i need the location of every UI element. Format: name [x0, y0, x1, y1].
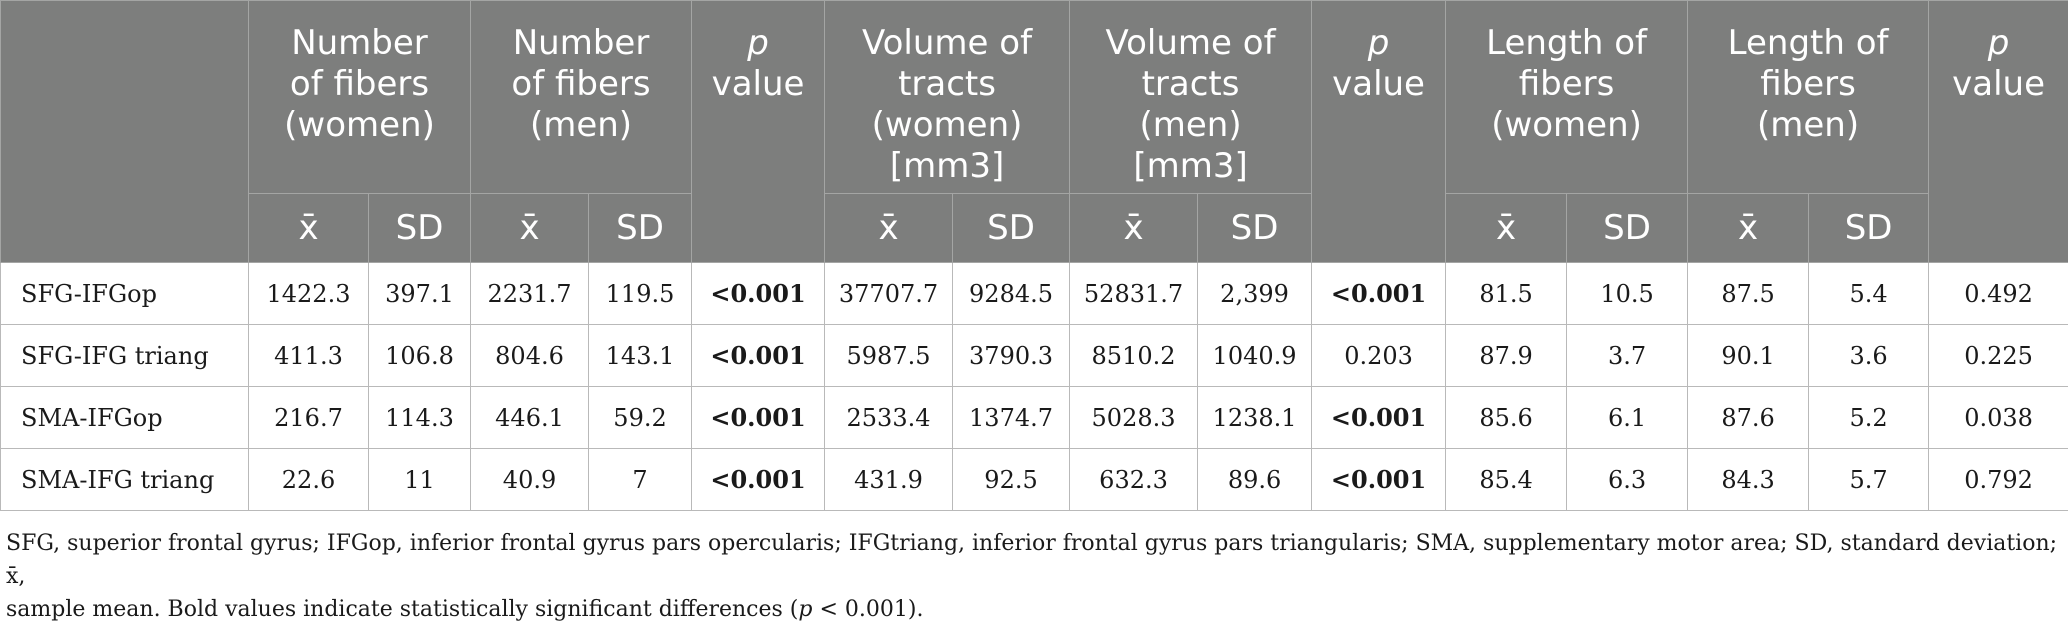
table-cell: 7	[589, 449, 692, 511]
subheader-mean: x̄	[471, 194, 589, 263]
subheader-mean: x̄	[1070, 194, 1198, 263]
table-cell: 2533.4	[825, 387, 953, 449]
table-cell: 59.2	[589, 387, 692, 449]
table-cell: 87.5	[1688, 263, 1809, 325]
table-cell: 5028.3	[1070, 387, 1198, 449]
table-cell: 5987.5	[825, 325, 953, 387]
table-cell: 81.5	[1446, 263, 1567, 325]
table-cell: 1040.9	[1198, 325, 1312, 387]
table-cell: 87.6	[1688, 387, 1809, 449]
table-cell: 397.1	[369, 263, 471, 325]
table-cell: 1238.1	[1198, 387, 1312, 449]
col-group-fibers-men: Number of fibers (men)	[471, 1, 692, 194]
table-cell: 84.3	[1688, 449, 1809, 511]
table-cell: 5.7	[1809, 449, 1929, 511]
table-cell: 2231.7	[471, 263, 589, 325]
table-cell: 1374.7	[953, 387, 1070, 449]
col-pvalue-length: p value	[1929, 1, 2068, 263]
table-cell: 87.9	[1446, 325, 1567, 387]
table-row: SFG-IFG triang 411.3 106.8 804.6 143.1 <…	[1, 325, 2068, 387]
table-row: SMA-IFG triang 22.6 11 40.9 7 <0.001 431…	[1, 449, 2068, 511]
table-header: Number of fibers (women) Number of fiber…	[1, 1, 2068, 263]
row-label: SMA-IFGop	[1, 387, 249, 449]
subheader-sd: SD	[369, 194, 471, 263]
subheader-sd: SD	[1567, 194, 1688, 263]
table-cell: 106.8	[369, 325, 471, 387]
table-cell: 119.5	[589, 263, 692, 325]
col-pvalue-fibers: p value	[692, 1, 825, 263]
table-cell: 5.4	[1809, 263, 1929, 325]
subheader-mean: x̄	[1688, 194, 1809, 263]
table-cell: 1422.3	[249, 263, 369, 325]
pvalue-cell: 0.492	[1929, 263, 2068, 325]
col-group-length-women: Length of fibers (women)	[1446, 1, 1688, 194]
table-cell: 431.9	[825, 449, 953, 511]
table-cell: 114.3	[369, 387, 471, 449]
pvalue-cell: 0.203	[1312, 325, 1446, 387]
table-cell: 11	[369, 449, 471, 511]
table-cell: 804.6	[471, 325, 589, 387]
table-cell: 52831.7	[1070, 263, 1198, 325]
pvalue-cell: <0.001	[692, 387, 825, 449]
row-label: SFG-IFG triang	[1, 325, 249, 387]
table-cell: 37707.7	[825, 263, 953, 325]
table-cell: 3.7	[1567, 325, 1688, 387]
col-group-volume-men: Volume of tracts (men) [mm3]	[1070, 1, 1312, 194]
table-row: SMA-IFGop 216.7 114.3 446.1 59.2 <0.001 …	[1, 387, 2068, 449]
table-cell: 85.4	[1446, 449, 1567, 511]
table-cell: 411.3	[249, 325, 369, 387]
subheader-sd: SD	[1809, 194, 1929, 263]
table-cell: 632.3	[1070, 449, 1198, 511]
pvalue-cell: <0.001	[692, 325, 825, 387]
pvalue-cell: <0.001	[692, 449, 825, 511]
row-label-header	[1, 1, 249, 263]
table-cell: 90.1	[1688, 325, 1809, 387]
table-footnote: SFG, superior frontal gyrus; IFGop, infe…	[0, 511, 2068, 626]
table-cell: 9284.5	[953, 263, 1070, 325]
table-cell: 143.1	[589, 325, 692, 387]
col-group-fibers-women: Number of fibers (women)	[249, 1, 471, 194]
table-cell: 40.9	[471, 449, 589, 511]
pvalue-cell: <0.001	[1312, 449, 1446, 511]
table-cell: 3790.3	[953, 325, 1070, 387]
row-label: SMA-IFG triang	[1, 449, 249, 511]
table-cell: 92.5	[953, 449, 1070, 511]
subheader-mean: x̄	[1446, 194, 1567, 263]
pvalue-cell: 0.038	[1929, 387, 2068, 449]
table-cell: 2,399	[1198, 263, 1312, 325]
table-cell: 446.1	[471, 387, 589, 449]
col-pvalue-volume: p value	[1312, 1, 1446, 263]
col-group-volume-women: Volume of tracts (women) [mm3]	[825, 1, 1070, 194]
table-cell: 6.3	[1567, 449, 1688, 511]
results-table: Number of fibers (women) Number of fiber…	[0, 0, 2068, 511]
table-cell: 8510.2	[1070, 325, 1198, 387]
pvalue-cell: <0.001	[1312, 387, 1446, 449]
subheader-sd: SD	[589, 194, 692, 263]
subheader-sd: SD	[953, 194, 1070, 263]
table-cell: 5.2	[1809, 387, 1929, 449]
table-cell: 216.7	[249, 387, 369, 449]
table-cell: 89.6	[1198, 449, 1312, 511]
subheader-sd: SD	[1198, 194, 1312, 263]
table-cell: 85.6	[1446, 387, 1567, 449]
table-cell: 22.6	[249, 449, 369, 511]
table-cell: 6.1	[1567, 387, 1688, 449]
subheader-mean: x̄	[249, 194, 369, 263]
subheader-mean: x̄	[825, 194, 953, 263]
row-label: SFG-IFGop	[1, 263, 249, 325]
pvalue-cell: 0.225	[1929, 325, 2068, 387]
pvalue-cell: <0.001	[692, 263, 825, 325]
pvalue-cell: <0.001	[1312, 263, 1446, 325]
table-cell: 3.6	[1809, 325, 1929, 387]
table-cell: 10.5	[1567, 263, 1688, 325]
table-body: SFG-IFGop 1422.3 397.1 2231.7 119.5 <0.0…	[1, 263, 2068, 511]
col-group-length-men: Length of fibers (men)	[1688, 1, 1929, 194]
pvalue-cell: 0.792	[1929, 449, 2068, 511]
table-row: SFG-IFGop 1422.3 397.1 2231.7 119.5 <0.0…	[1, 263, 2068, 325]
